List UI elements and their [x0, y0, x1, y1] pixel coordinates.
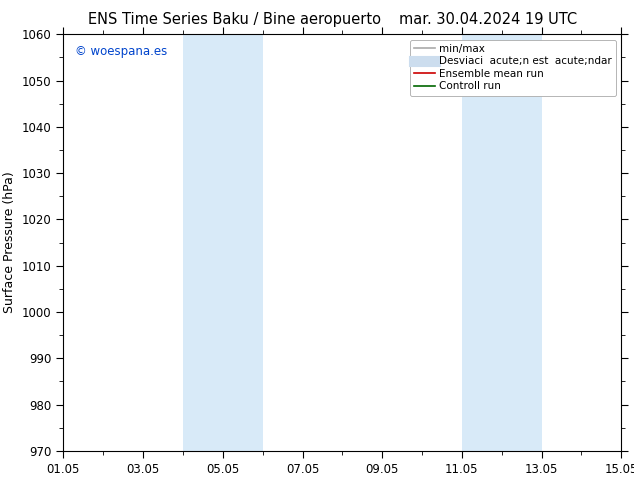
- Text: mar. 30.04.2024 19 UTC: mar. 30.04.2024 19 UTC: [399, 12, 577, 27]
- Legend: min/max, Desviaci  acute;n est  acute;ndar, Ensemble mean run, Controll run: min/max, Desviaci acute;n est acute;ndar…: [410, 40, 616, 96]
- Text: ENS Time Series Baku / Bine aeropuerto: ENS Time Series Baku / Bine aeropuerto: [88, 12, 381, 27]
- Text: © woespana.es: © woespana.es: [75, 45, 167, 58]
- Bar: [462, 34, 541, 451]
- Bar: [183, 34, 262, 451]
- Y-axis label: Surface Pressure (hPa): Surface Pressure (hPa): [3, 172, 16, 314]
